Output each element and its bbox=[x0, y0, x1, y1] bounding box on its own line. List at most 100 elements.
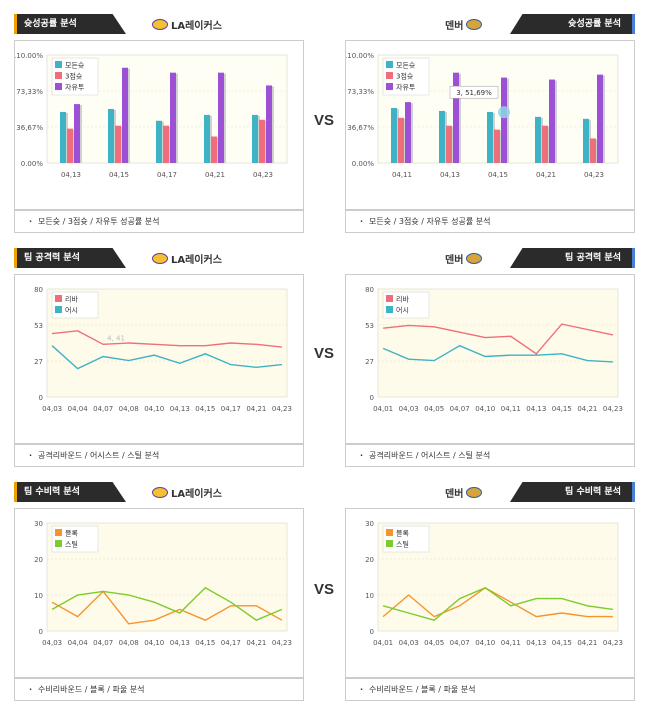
data-point[interactable] bbox=[280, 363, 283, 366]
bar-3점슛[interactable] bbox=[494, 129, 500, 163]
bar-자유투[interactable] bbox=[74, 104, 80, 163]
data-point[interactable] bbox=[153, 354, 156, 357]
data-point[interactable] bbox=[204, 586, 207, 589]
data-point[interactable] bbox=[407, 324, 410, 327]
data-point[interactable] bbox=[255, 366, 258, 369]
data-point[interactable] bbox=[229, 363, 232, 366]
bar-3점슛[interactable] bbox=[398, 117, 404, 163]
data-point[interactable] bbox=[255, 604, 258, 607]
data-point[interactable] bbox=[255, 343, 258, 346]
data-point[interactable] bbox=[611, 608, 614, 611]
bar-자유투[interactable] bbox=[218, 72, 224, 163]
data-point[interactable] bbox=[535, 615, 538, 618]
data-point[interactable] bbox=[586, 328, 589, 331]
data-point[interactable] bbox=[509, 601, 512, 604]
data-point[interactable] bbox=[611, 333, 614, 336]
data-point[interactable] bbox=[127, 359, 130, 362]
data-point[interactable] bbox=[51, 601, 54, 604]
bar-모든슛[interactable] bbox=[108, 109, 114, 163]
bar-3점슛[interactable] bbox=[115, 125, 121, 163]
data-point[interactable] bbox=[204, 344, 207, 347]
data-point[interactable] bbox=[127, 594, 130, 597]
bar-자유투[interactable] bbox=[501, 77, 507, 163]
data-point[interactable] bbox=[433, 325, 436, 328]
bar-자유투[interactable] bbox=[405, 102, 411, 163]
data-point[interactable] bbox=[586, 604, 589, 607]
data-point[interactable] bbox=[407, 612, 410, 615]
data-point[interactable] bbox=[458, 597, 461, 600]
data-point[interactable] bbox=[51, 344, 54, 347]
bar-3점슛[interactable] bbox=[67, 128, 73, 163]
data-point[interactable] bbox=[382, 347, 385, 350]
data-point[interactable] bbox=[153, 601, 156, 604]
data-point[interactable] bbox=[76, 615, 79, 618]
data-point[interactable] bbox=[560, 597, 563, 600]
hover-marker[interactable] bbox=[498, 106, 510, 119]
data-point[interactable] bbox=[102, 343, 105, 346]
data-point[interactable] bbox=[76, 594, 79, 597]
bar-모든슛[interactable] bbox=[535, 116, 541, 163]
bar-3점슛[interactable] bbox=[542, 125, 548, 163]
bar-자유투[interactable] bbox=[170, 72, 176, 163]
data-point[interactable] bbox=[407, 594, 410, 597]
data-point[interactable] bbox=[535, 597, 538, 600]
data-point[interactable] bbox=[153, 619, 156, 622]
data-point[interactable] bbox=[509, 604, 512, 607]
data-point[interactable] bbox=[255, 619, 258, 622]
bar-모든슛[interactable] bbox=[391, 108, 397, 163]
data-point[interactable] bbox=[458, 344, 461, 347]
data-point[interactable] bbox=[102, 355, 105, 358]
bar-모든슛[interactable] bbox=[204, 114, 210, 163]
data-point[interactable] bbox=[382, 615, 385, 618]
data-point[interactable] bbox=[484, 586, 487, 589]
data-point[interactable] bbox=[280, 619, 283, 622]
bar-3점슛[interactable] bbox=[259, 119, 265, 163]
data-point[interactable] bbox=[229, 604, 232, 607]
bar-자유투[interactable] bbox=[549, 79, 555, 163]
data-point[interactable] bbox=[382, 604, 385, 607]
data-point[interactable] bbox=[586, 615, 589, 618]
data-point[interactable] bbox=[280, 608, 283, 611]
data-point[interactable] bbox=[76, 367, 79, 370]
data-point[interactable] bbox=[280, 346, 283, 349]
data-point[interactable] bbox=[153, 343, 156, 346]
bar-모든슛[interactable] bbox=[156, 120, 162, 163]
bar-자유투[interactable] bbox=[266, 85, 272, 163]
data-point[interactable] bbox=[76, 329, 79, 332]
data-point[interactable] bbox=[433, 615, 436, 618]
data-point[interactable] bbox=[484, 355, 487, 358]
data-point[interactable] bbox=[127, 342, 130, 345]
data-point[interactable] bbox=[178, 344, 181, 347]
data-point[interactable] bbox=[484, 336, 487, 339]
data-point[interactable] bbox=[229, 601, 232, 604]
data-point[interactable] bbox=[560, 612, 563, 615]
data-point[interactable] bbox=[178, 362, 181, 365]
data-point[interactable] bbox=[586, 359, 589, 362]
bar-모든슛[interactable] bbox=[60, 111, 66, 163]
data-point[interactable] bbox=[382, 327, 385, 330]
data-point[interactable] bbox=[535, 354, 538, 357]
data-point[interactable] bbox=[611, 615, 614, 618]
data-point[interactable] bbox=[611, 360, 614, 363]
data-point[interactable] bbox=[51, 608, 54, 611]
bar-3점슛[interactable] bbox=[211, 136, 217, 163]
data-point[interactable] bbox=[509, 335, 512, 338]
data-point[interactable] bbox=[433, 359, 436, 362]
data-point[interactable] bbox=[229, 342, 232, 345]
data-point[interactable] bbox=[178, 612, 181, 615]
bar-모든슛[interactable] bbox=[439, 110, 445, 163]
data-point[interactable] bbox=[178, 608, 181, 611]
data-point[interactable] bbox=[127, 622, 130, 625]
data-point[interactable] bbox=[509, 354, 512, 357]
data-point[interactable] bbox=[560, 323, 563, 326]
bar-자유투[interactable] bbox=[122, 67, 128, 163]
data-point[interactable] bbox=[204, 352, 207, 355]
data-point[interactable] bbox=[102, 590, 105, 593]
data-point[interactable] bbox=[560, 352, 563, 355]
bar-3점슛[interactable] bbox=[446, 125, 452, 163]
data-point[interactable] bbox=[458, 331, 461, 334]
data-point[interactable] bbox=[51, 332, 54, 335]
bar-3점슛[interactable] bbox=[590, 138, 596, 163]
bar-자유투[interactable] bbox=[597, 74, 603, 163]
bar-모든슛[interactable] bbox=[487, 111, 493, 163]
